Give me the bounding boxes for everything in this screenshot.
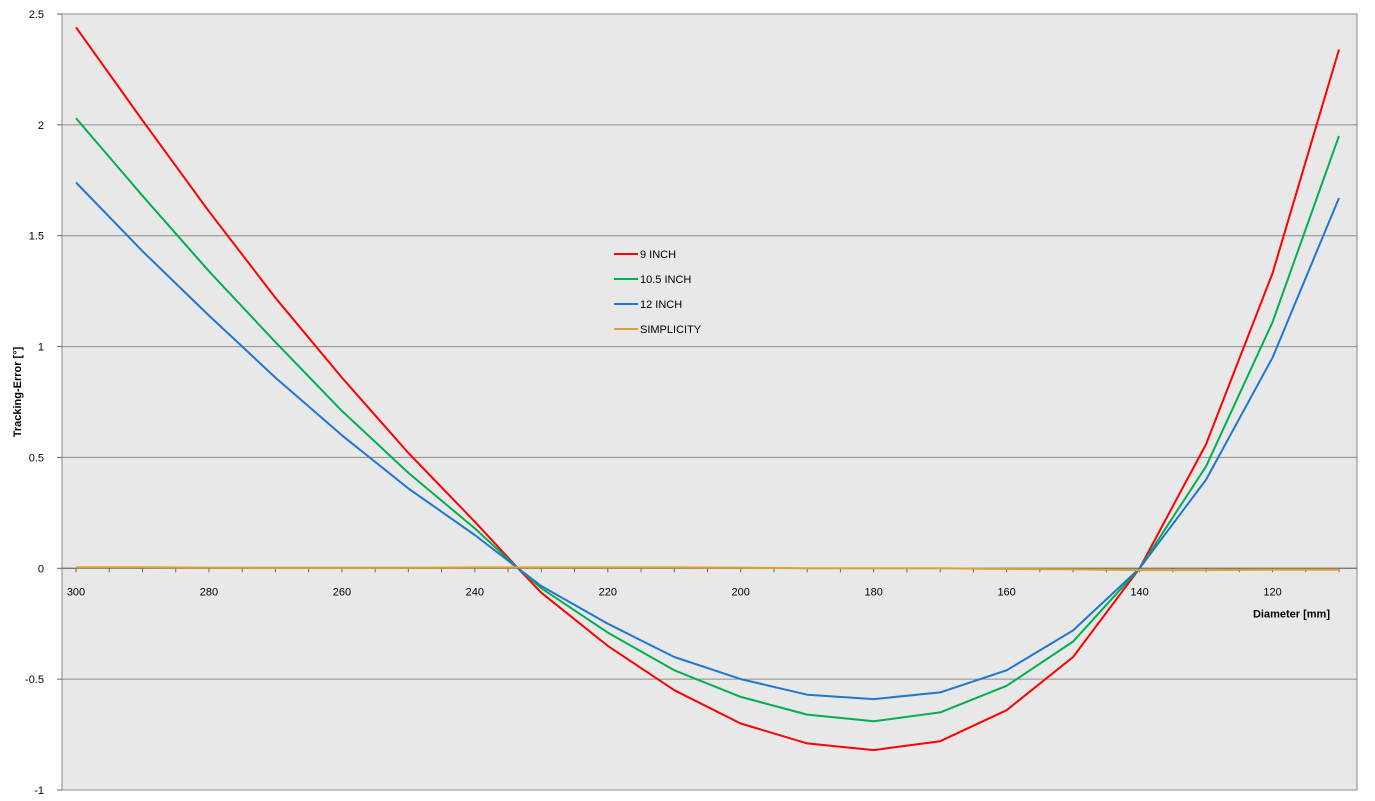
y-tick-label: 1 (38, 342, 44, 354)
legend: 9 INCH 10.5 INCH 12 INCH SIMPLICITY (614, 249, 702, 336)
series-line (75, 181, 1340, 701)
x-tick-label: 260 (333, 586, 351, 598)
x-tick-label: 300 (67, 586, 85, 598)
series-line (75, 26, 1340, 752)
x-tick-label: 160 (997, 586, 1015, 598)
x-tick-label: 200 (732, 586, 750, 598)
plot-area (61, 13, 1358, 791)
series-line (75, 117, 1340, 723)
legend-label: 12 INCH (640, 299, 682, 311)
legend-label: 9 INCH (640, 249, 676, 261)
x-tick-label: 240 (466, 586, 484, 598)
y-axis-title: Tracking-Error [°] (12, 346, 24, 437)
y-tick-label: 0 (38, 563, 44, 575)
y-tick-label: 1.5 (29, 231, 44, 243)
x-tick-label: 220 (599, 586, 617, 598)
series-line (76, 566, 1339, 572)
y-tick-label: -1 (34, 785, 44, 796)
series-lines (75, 26, 1340, 752)
x-tick-label: 140 (1130, 586, 1148, 598)
x-tick-label: 280 (200, 586, 218, 598)
legend-label: 10.5 INCH (640, 274, 691, 286)
x-axis-title: Diameter [mm] (1253, 608, 1330, 620)
y-tick-label: 2.5 (29, 9, 44, 21)
y-tick-label: 2 (38, 120, 44, 132)
y-tick-label: 0.5 (29, 452, 44, 464)
legend-label: SIMPLICITY (640, 324, 702, 336)
x-tick-label: 120 (1263, 586, 1281, 598)
y-tick-label: -0.5 (25, 674, 44, 686)
x-tick-label: 180 (865, 586, 883, 598)
